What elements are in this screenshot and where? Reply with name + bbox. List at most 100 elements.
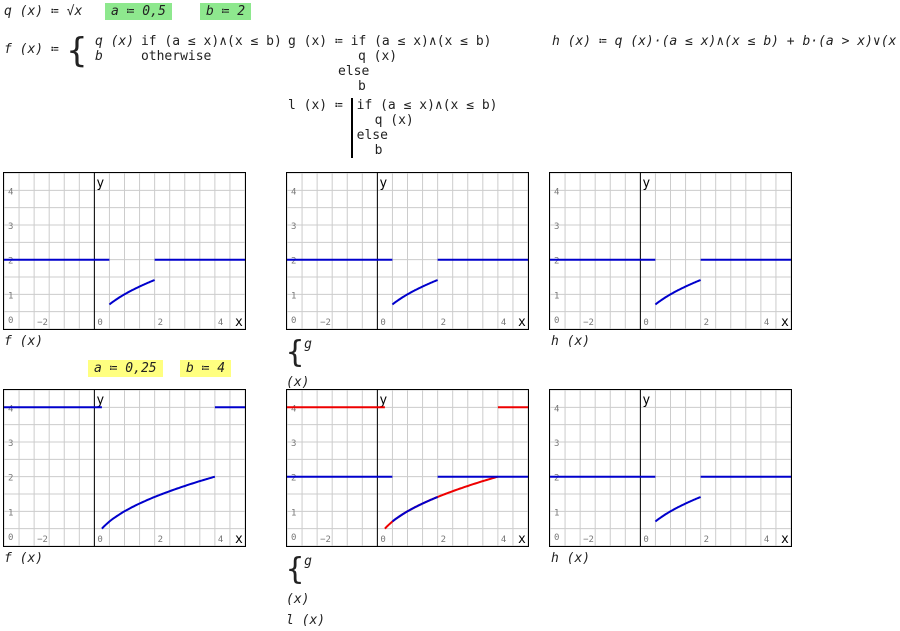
y-tick-label: 2 <box>554 257 559 267</box>
x-tick-label: 0 <box>97 318 102 328</box>
x-tick-label: 2 <box>441 318 446 328</box>
f-case1-value: q (x) <box>94 34 135 49</box>
g-line1: g (x) ≔ if (a ≤ x)∧(x ≤ b) <box>288 34 492 49</box>
brace-glyph: { <box>66 31 88 71</box>
l-definition: l (x) ≔ if (a ≤ x)∧(x ≤ b) q (x) else b <box>288 98 498 158</box>
y-tick-label: 4 <box>291 187 296 197</box>
x-tick-label: −2 <box>37 535 48 545</box>
x-axis-label: x <box>518 532 526 546</box>
f-lhs: f (x) ≔ <box>4 42 59 57</box>
plot-h-top[interactable]: −2 0 2 4 1 2 3 4 0 x y <box>549 172 792 330</box>
x-axis-label: x <box>781 532 789 546</box>
y-tick-label: 0 <box>554 316 559 326</box>
q-definition: q (x) ≔ √x <box>4 4 83 19</box>
x-tick-label: −2 <box>320 535 331 545</box>
y-tick-label: 2 <box>291 474 296 484</box>
plot-h-bottom-svg: −2 0 2 4 1 2 3 4 0 x y <box>550 390 791 546</box>
x-tick-label: 4 <box>501 535 506 545</box>
x-tick-label: 4 <box>218 318 223 328</box>
l-program-block: if (a ≤ x)∧(x ≤ b) q (x) else b <box>350 98 498 158</box>
y-tick-label: 4 <box>554 404 559 414</box>
y-tick-label: 3 <box>8 222 13 232</box>
brace-glyph: { <box>286 552 305 587</box>
y-tick-label: 3 <box>291 439 296 449</box>
l-line3: else <box>356 128 388 143</box>
x-tick-label: 2 <box>158 535 163 545</box>
y-axis-label: y <box>379 393 387 408</box>
y-tick-label: 0 <box>8 533 13 543</box>
y-tick-label: 3 <box>8 439 13 449</box>
x-tick-label: 2 <box>704 535 709 545</box>
y-tick-label: 0 <box>291 316 296 326</box>
series-g-line <box>391 279 438 306</box>
y-tick-label: 0 <box>554 533 559 543</box>
caption-l-bottom: l (x) <box>286 613 326 628</box>
f-case2-cond: otherwise <box>140 49 212 64</box>
f-definition: f (x) ≔ { q (x) if (a ≤ x)∧(x ≤ b) b other… <box>4 34 282 68</box>
l-line1: if (a ≤ x)∧(x ≤ b) <box>356 98 498 113</box>
plot-h-top-svg: −2 0 2 4 1 2 3 4 0 x y <box>550 173 791 329</box>
plot-gl-top[interactable]: −2 0 2 4 1 2 3 4 0 x y <box>286 172 529 330</box>
plot-gl-bottom-svg: −2 0 2 4 1 2 3 4 0 x y <box>287 390 528 546</box>
y-tick-label: 2 <box>8 257 13 267</box>
x-tick-label: −2 <box>320 318 331 328</box>
plot-h-bottom[interactable]: −2 0 2 4 1 2 3 4 0 x y <box>549 389 792 547</box>
x-tick-label: 0 <box>643 535 648 545</box>
series-f-line <box>108 279 155 306</box>
x-tick-label: 2 <box>704 318 709 328</box>
y-tick-label: 0 <box>291 533 296 543</box>
caption-h-bottom: h (x) <box>551 551 591 566</box>
g-line4: b <box>358 79 366 94</box>
plot-f-top[interactable]: −2 0 2 4 1 2 3 4 0 x y <box>3 172 246 330</box>
series-h-line <box>654 279 701 306</box>
x-tick-label: −2 <box>37 318 48 328</box>
l-line4: b <box>374 143 383 158</box>
y-tick-label: 1 <box>8 291 13 301</box>
series-g-line <box>391 496 438 523</box>
plot-f-bottom[interactable]: −2 0 2 4 1 2 3 4 0 x y <box>3 389 246 547</box>
y-tick-label: 3 <box>554 439 559 449</box>
plot-f-top-svg: −2 0 2 4 1 2 3 4 0 x y <box>4 173 245 329</box>
x-axis-label: x <box>235 315 243 329</box>
y-axis-label: y <box>642 176 650 191</box>
caption-f-top: f (x) <box>4 334 44 349</box>
x-tick-label: 4 <box>764 535 769 545</box>
f-case1-cond: if (a ≤ x)∧(x ≤ b) <box>140 34 282 49</box>
series-f-line <box>101 475 216 530</box>
y-axis-label: y <box>642 393 650 408</box>
y-tick-label: 1 <box>291 508 296 518</box>
g-definition: g (x) ≔ if (a ≤ x)∧(x ≤ b) q (x) else b <box>288 34 492 94</box>
b-assignment-yellow: b ≔ 4 <box>180 360 232 377</box>
y-tick-label: 1 <box>554 291 559 301</box>
x-axis-label: x <box>781 315 789 329</box>
y-tick-label: 3 <box>291 222 296 232</box>
h-definition: h (x) ≔ q (x)·(a ≤ x)∧(x ≤ b) + b·(a > x… <box>552 34 900 49</box>
y-axis-label: y <box>96 176 104 191</box>
b-assignment-green: b ≔ 2 <box>200 3 252 20</box>
y-tick-label: 4 <box>291 404 296 414</box>
y-tick-label: 3 <box>554 222 559 232</box>
x-tick-label: 0 <box>97 535 102 545</box>
l-line2: q (x) <box>374 113 414 128</box>
y-axis-label: y <box>379 176 387 191</box>
y-axis-label: y <box>96 393 104 408</box>
l-lhs: l (x) ≔ <box>288 98 343 113</box>
y-tick-label: 4 <box>8 404 13 414</box>
caption-gl-bottom: { g (x) l (x) <box>286 551 325 631</box>
y-tick-label: 1 <box>554 508 559 518</box>
brace-glyph: { <box>286 335 305 370</box>
y-tick-label: 4 <box>8 187 13 197</box>
x-tick-label: 0 <box>380 318 385 328</box>
x-tick-label: 0 <box>380 535 385 545</box>
g-line2: q (x) <box>358 49 398 64</box>
x-tick-label: 2 <box>441 535 446 545</box>
caption-h-top: h (x) <box>551 334 591 349</box>
x-tick-label: −2 <box>583 318 594 328</box>
x-tick-label: 4 <box>501 318 506 328</box>
y-tick-label: 2 <box>291 257 296 267</box>
y-tick-label: 4 <box>554 187 559 197</box>
x-axis-label: x <box>235 532 243 546</box>
plot-gl-bottom[interactable]: −2 0 2 4 1 2 3 4 0 x y <box>286 389 529 547</box>
y-tick-label: 2 <box>8 474 13 484</box>
y-tick-label: 1 <box>291 291 296 301</box>
